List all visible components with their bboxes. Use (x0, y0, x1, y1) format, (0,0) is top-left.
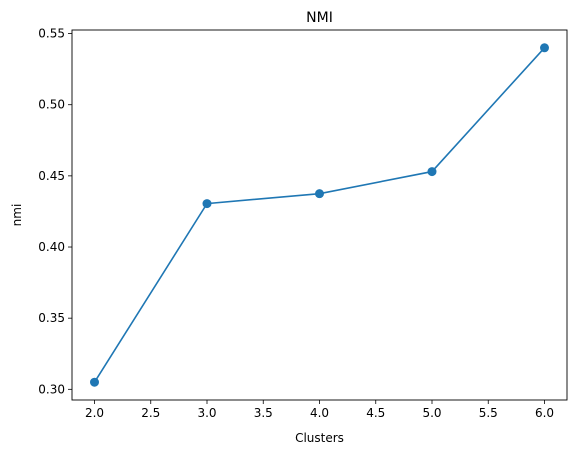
series-layer (90, 43, 549, 387)
x-tick-label: 5.5 (479, 406, 498, 420)
data-point (427, 167, 437, 177)
x-tick-label: 4.5 (366, 406, 385, 420)
y-axis-label: nmi (10, 204, 24, 227)
plot-background (72, 30, 567, 400)
data-point (202, 199, 212, 209)
x-axis-ticks: 2.0 2.5 3.0 3.5 4.0 4.5 5.0 5.5 6.0 (85, 400, 554, 420)
data-point (315, 189, 324, 199)
x-tick-label: 6.0 (535, 406, 554, 420)
x-axis-label: Clusters (295, 431, 344, 445)
y-axis-ticks: 0.30 0.35 0.40 0.45 0.50 0.55 (38, 27, 72, 396)
x-tick-label: 4.0 (310, 406, 329, 420)
x-tick-label: 3.5 (254, 406, 273, 420)
chart-title: NMI (306, 10, 333, 26)
y-tick-label: 0.55 (38, 27, 65, 41)
data-point (90, 377, 99, 387)
y-tick-label: 0.40 (38, 240, 65, 254)
y-tick-label: 0.50 (38, 98, 65, 112)
x-tick-label: 2.5 (141, 406, 160, 420)
x-tick-label: 5.0 (422, 406, 441, 420)
data-point (540, 43, 549, 53)
y-tick-label: 0.30 (38, 382, 65, 396)
y-tick-label: 0.35 (38, 311, 65, 325)
y-tick-label: 0.45 (38, 169, 65, 183)
x-tick-label: 3.0 (197, 406, 216, 420)
x-tick-label: 2.0 (85, 406, 104, 420)
plot-frame (71, 29, 568, 401)
